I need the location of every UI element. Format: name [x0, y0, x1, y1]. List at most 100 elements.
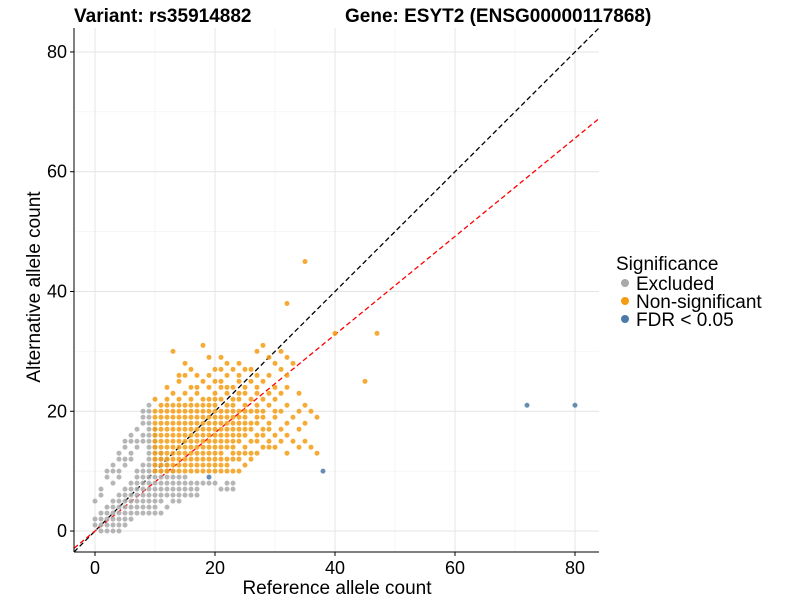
data-point: [152, 444, 158, 450]
data-point: [248, 438, 254, 444]
data-point: [260, 396, 266, 402]
data-point: [146, 426, 152, 432]
data-point: [236, 408, 242, 414]
data-point: [98, 516, 104, 522]
data-point: [188, 468, 194, 474]
data-point: [224, 468, 230, 474]
data-point: [254, 414, 260, 420]
data-point: [122, 510, 128, 516]
data-point: [260, 342, 266, 348]
data-point: [158, 426, 164, 432]
data-point: [116, 492, 122, 498]
data-point: [128, 504, 134, 510]
data-point: [110, 498, 116, 504]
data-point: [176, 420, 182, 426]
data-point: [152, 414, 158, 420]
data-point: [146, 414, 152, 420]
data-point: [170, 486, 176, 492]
data-point: [152, 468, 158, 474]
data-point: [104, 510, 110, 516]
data-point: [224, 456, 230, 462]
data-points: [92, 259, 578, 534]
data-point: [206, 426, 212, 432]
data-point: [176, 396, 182, 402]
data-point: [200, 444, 206, 450]
data-point: [206, 444, 212, 450]
data-point: [116, 516, 122, 522]
data-point: [284, 402, 290, 408]
data-point: [128, 438, 134, 444]
data-point: [206, 468, 212, 474]
data-point: [230, 468, 236, 474]
data-point: [218, 468, 224, 474]
x-tick-label: 80: [565, 558, 585, 578]
data-point: [284, 300, 290, 306]
data-point: [200, 468, 206, 474]
data-point: [152, 438, 158, 444]
title-variant: Variant: rs35914882: [74, 6, 251, 27]
data-point: [278, 348, 284, 354]
data-point: [158, 462, 164, 468]
data-point: [116, 528, 122, 534]
data-point: [104, 516, 110, 522]
data-point: [272, 408, 278, 414]
data-point: [284, 372, 290, 378]
data-point: [266, 390, 272, 396]
data-point: [176, 402, 182, 408]
data-point: [188, 396, 194, 402]
data-point: [314, 414, 320, 420]
data-point: [170, 426, 176, 432]
data-point: [206, 462, 212, 468]
data-point: [206, 396, 212, 402]
data-point: [302, 420, 308, 426]
data-point: [116, 468, 122, 474]
data-point: [122, 504, 128, 510]
data-point: [182, 474, 188, 480]
data-point: [308, 444, 314, 450]
data-point: [176, 486, 182, 492]
data-point: [170, 474, 176, 480]
data-point: [278, 408, 284, 414]
data-point: [266, 354, 272, 360]
data-point: [224, 432, 230, 438]
data-point: [206, 408, 212, 414]
data-point: [194, 384, 200, 390]
reference-line-identity: [73, 27, 600, 553]
data-point: [170, 348, 176, 354]
data-point: [158, 402, 164, 408]
data-point: [140, 504, 146, 510]
data-point: [140, 510, 146, 516]
series-fdr-0-05: [206, 402, 578, 480]
data-point: [200, 414, 206, 420]
data-point: [194, 486, 200, 492]
data-point: [98, 522, 104, 528]
data-point: [116, 474, 122, 480]
data-point: [212, 438, 218, 444]
data-point: [164, 474, 170, 480]
y-tick-label: 20: [47, 401, 67, 421]
data-point: [194, 402, 200, 408]
data-point: [206, 420, 212, 426]
data-point: [206, 414, 212, 420]
data-point: [164, 402, 170, 408]
data-point: [98, 492, 104, 498]
data-point: [164, 426, 170, 432]
legend-key: [621, 279, 629, 287]
y-tick-label: 60: [47, 162, 67, 182]
data-point: [296, 444, 302, 450]
data-point: [158, 498, 164, 504]
data-point: [314, 450, 320, 456]
data-point: [110, 462, 116, 468]
x-tick-label: 60: [445, 558, 465, 578]
data-point: [212, 396, 218, 402]
data-point: [254, 438, 260, 444]
data-point: [230, 450, 236, 456]
data-point: [122, 492, 128, 498]
data-point: [140, 408, 146, 414]
data-point: [194, 372, 200, 378]
data-point: [572, 402, 578, 408]
data-point: [194, 420, 200, 426]
data-point: [176, 372, 182, 378]
data-point: [266, 426, 272, 432]
data-point: [152, 474, 158, 480]
